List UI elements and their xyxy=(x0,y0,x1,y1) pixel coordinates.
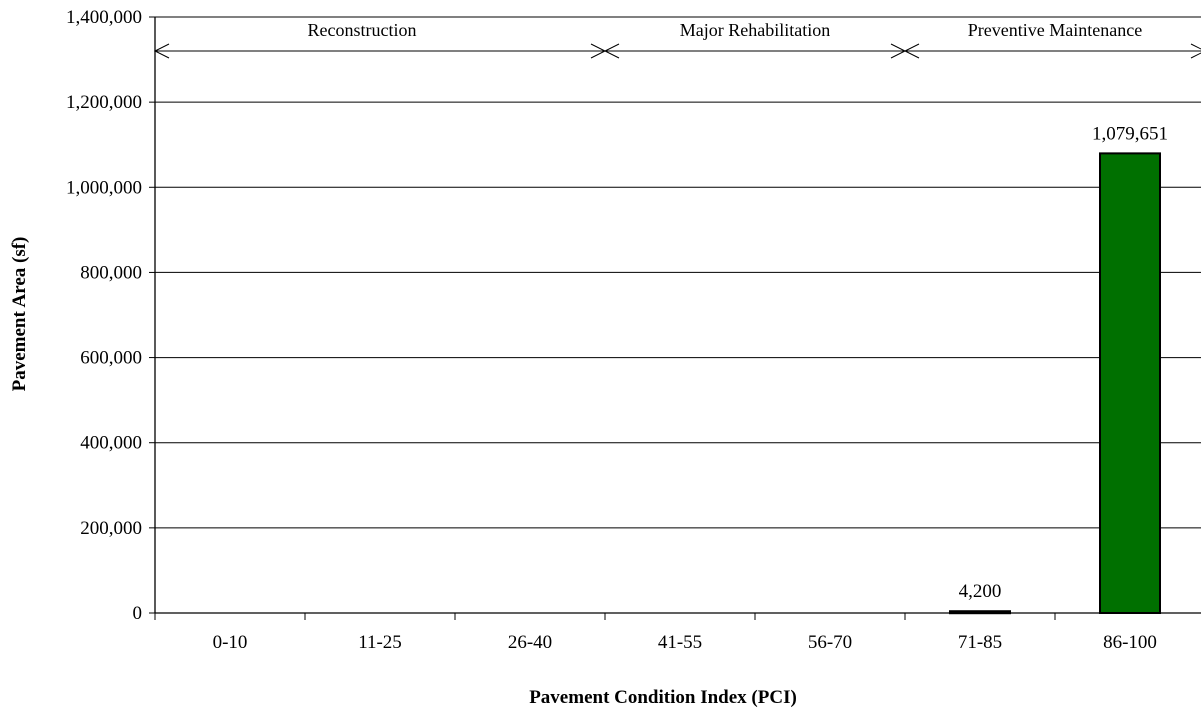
y-tick-labels: 0 200,000 400,000 600,000 800,000 1,000,000 1,… xyxy=(66,7,142,624)
x-tick-label: 71-85 xyxy=(958,632,1002,653)
range-arrowhead-left xyxy=(903,43,920,59)
x-tick-label: 26-40 xyxy=(508,632,552,653)
treatment-range: Major Rehabilitation xyxy=(603,20,907,59)
bars xyxy=(949,152,1161,615)
data-labels: 4,200 1,079,651 xyxy=(959,123,1168,602)
y-tick-label: 1,400,000 xyxy=(66,7,142,28)
y-tick-label: 1,000,000 xyxy=(66,177,142,198)
y-tick-label: 600,000 xyxy=(80,348,142,369)
x-axis-title: Pavement Condition Index (PCI) xyxy=(529,687,797,708)
treatment-ranges: Reconstruction Major Rehabilitation Preven… xyxy=(153,20,1201,59)
range-arrowhead-left xyxy=(603,43,620,59)
x-tick-label: 56-70 xyxy=(808,632,852,653)
y-axis-title: Pavement Area (sf) xyxy=(9,237,30,392)
y-tick-label: 800,000 xyxy=(80,262,142,283)
y-tick-label: 0 xyxy=(133,603,143,624)
range-label: Reconstruction xyxy=(308,20,417,40)
x-tick-label: 0-10 xyxy=(213,632,248,653)
x-tick-label: 86-100 xyxy=(1103,632,1157,653)
bar xyxy=(1099,152,1161,615)
x-tick-label: 41-55 xyxy=(658,632,702,653)
range-label: Major Rehabilitation xyxy=(680,20,830,40)
gridlines xyxy=(155,16,1201,529)
data-label: 1,079,651 xyxy=(1092,123,1168,144)
y-tick-label: 1,200,000 xyxy=(66,92,142,113)
y-tick-label: 200,000 xyxy=(80,518,142,539)
range-label: Preventive Maintenance xyxy=(968,20,1142,40)
y-tick-label: 400,000 xyxy=(80,433,142,454)
range-arrowhead-right xyxy=(1190,43,1201,59)
x-tick-label: 11-25 xyxy=(358,632,402,653)
data-label: 4,200 xyxy=(959,581,1002,602)
treatment-range: Preventive Maintenance xyxy=(903,20,1201,59)
treatment-range: Reconstruction xyxy=(153,20,607,59)
x-tick-labels: 0-10 11-25 26-40 41-55 56-70 71-85 86-100 xyxy=(213,632,1157,653)
axes xyxy=(149,16,1201,620)
